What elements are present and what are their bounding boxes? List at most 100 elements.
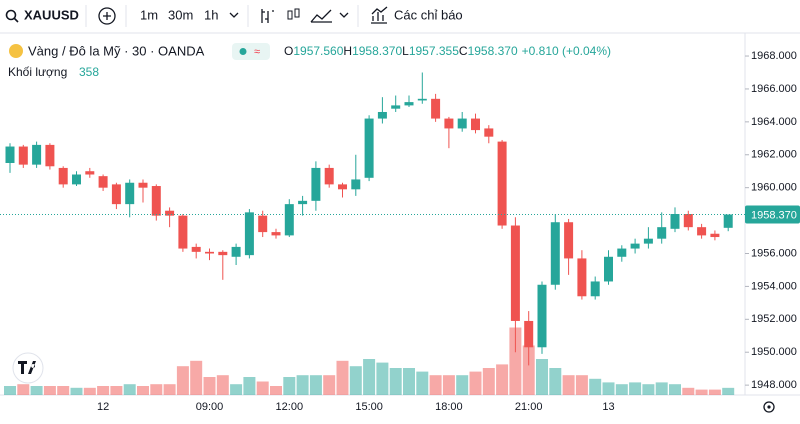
volume-bar xyxy=(469,371,482,395)
volume-bar xyxy=(70,387,83,395)
status-icon: ≈ xyxy=(254,46,260,58)
candle-body xyxy=(643,238,653,244)
volume-bar xyxy=(363,359,376,395)
candle-body xyxy=(710,233,720,238)
volume-bar xyxy=(203,377,216,395)
settings-icon[interactable] xyxy=(763,401,775,413)
candle-body xyxy=(431,98,441,119)
ohlc-key: O xyxy=(284,44,293,58)
interval[interactable]: 1h xyxy=(204,7,218,22)
volume-bar xyxy=(509,327,522,395)
candle-body xyxy=(5,146,15,163)
candle-body xyxy=(723,214,733,228)
volume-bar xyxy=(163,384,176,395)
volume-bar xyxy=(296,375,309,395)
candle-body xyxy=(444,118,454,129)
candle-body xyxy=(417,98,427,101)
dropdown[interactable] xyxy=(229,12,239,18)
volume-bar xyxy=(309,375,322,395)
x-tick-label: 21:00 xyxy=(515,401,543,413)
candle-body xyxy=(590,281,600,297)
candle-body xyxy=(683,214,693,228)
bars-icon[interactable] xyxy=(261,9,274,23)
volume-bar xyxy=(190,360,203,395)
candle-body xyxy=(32,144,42,165)
logo xyxy=(12,352,44,384)
status-badge[interactable] xyxy=(232,43,270,60)
volume-bar xyxy=(336,360,349,395)
candle-body xyxy=(617,248,627,257)
candle-icon xyxy=(294,8,300,18)
y-tick-label: 1954.000 xyxy=(751,280,797,292)
y-tick-label: 1962.000 xyxy=(751,149,797,161)
ohlc-key: L xyxy=(402,44,409,58)
volume-bar xyxy=(123,384,136,395)
interval[interactable]: 1m xyxy=(140,7,158,22)
volume-bar xyxy=(4,386,16,395)
volume-bar xyxy=(615,384,628,395)
candle-body xyxy=(697,227,707,236)
volume-bar xyxy=(323,375,336,395)
x-tick-label: 12:00 xyxy=(276,401,304,413)
volume-bar xyxy=(669,384,681,395)
volume-bar xyxy=(150,384,163,395)
volume-bar xyxy=(602,382,615,395)
ohlc-value: 1958.370 xyxy=(352,44,402,58)
status-dot xyxy=(239,48,247,55)
candle-body xyxy=(111,184,121,205)
candle-body xyxy=(324,167,334,185)
candle-body xyxy=(165,210,175,216)
volume-bar xyxy=(695,389,708,395)
indicators-icon[interactable] xyxy=(371,6,388,24)
ohlc-value: 1957.355 xyxy=(409,44,459,58)
x-tick-label: 15:00 xyxy=(355,401,383,413)
x-tick-label: 13 xyxy=(602,401,614,413)
candle-body xyxy=(630,243,640,249)
chart-title: Vàng / Đô la Mỹ · 30 · OANDA xyxy=(28,43,205,58)
y-tick-label: 1964.000 xyxy=(751,116,797,128)
volume-bar xyxy=(722,387,735,395)
volume-bar xyxy=(562,375,575,395)
candle-body xyxy=(218,251,228,256)
candle-body xyxy=(537,284,547,348)
candle-body xyxy=(564,222,574,259)
search-icon[interactable] xyxy=(5,9,17,21)
volume-bar xyxy=(176,366,189,395)
volume-bar xyxy=(655,382,668,395)
x-tick-label: 18:00 xyxy=(435,401,463,413)
candle-body xyxy=(205,251,214,254)
candle-icon[interactable] xyxy=(287,10,293,20)
volume-bar xyxy=(43,386,56,395)
symbol[interactable]: XAUUSD xyxy=(24,7,79,22)
compare-button[interactable] xyxy=(98,7,116,25)
last-price-tag xyxy=(745,205,800,224)
candle-body xyxy=(138,182,148,188)
candle-body xyxy=(457,118,467,129)
candle-body xyxy=(72,174,81,185)
volume-bar xyxy=(522,345,535,395)
ohlc-key: H xyxy=(343,44,352,58)
ohlc-value: 1957.560 xyxy=(293,44,343,58)
candle-body xyxy=(244,212,254,256)
toolbar: XAUUSD 1m 30m 1h Các chỉ báo xyxy=(0,5,800,34)
search-icon xyxy=(13,17,19,23)
candle-body xyxy=(271,232,281,236)
volume-bar xyxy=(416,371,429,395)
candle-body xyxy=(377,111,387,119)
volume-bar xyxy=(83,387,96,395)
dropdown[interactable] xyxy=(339,12,349,18)
volume-bar xyxy=(456,375,469,395)
candle-body xyxy=(604,256,613,282)
volume-bar xyxy=(536,359,548,395)
volume-bar xyxy=(243,377,256,395)
y-tick-label: 1952.000 xyxy=(751,313,797,325)
interval[interactable]: 30m xyxy=(168,7,193,22)
candle-body xyxy=(45,144,55,167)
plus-icon xyxy=(103,12,111,20)
candle-body xyxy=(577,258,587,297)
area-icon[interactable] xyxy=(310,9,332,23)
indicators-button[interactable]: Các chỉ báo xyxy=(394,7,463,22)
y-tick-label: 1960.000 xyxy=(751,182,797,194)
candle-body xyxy=(510,225,520,321)
